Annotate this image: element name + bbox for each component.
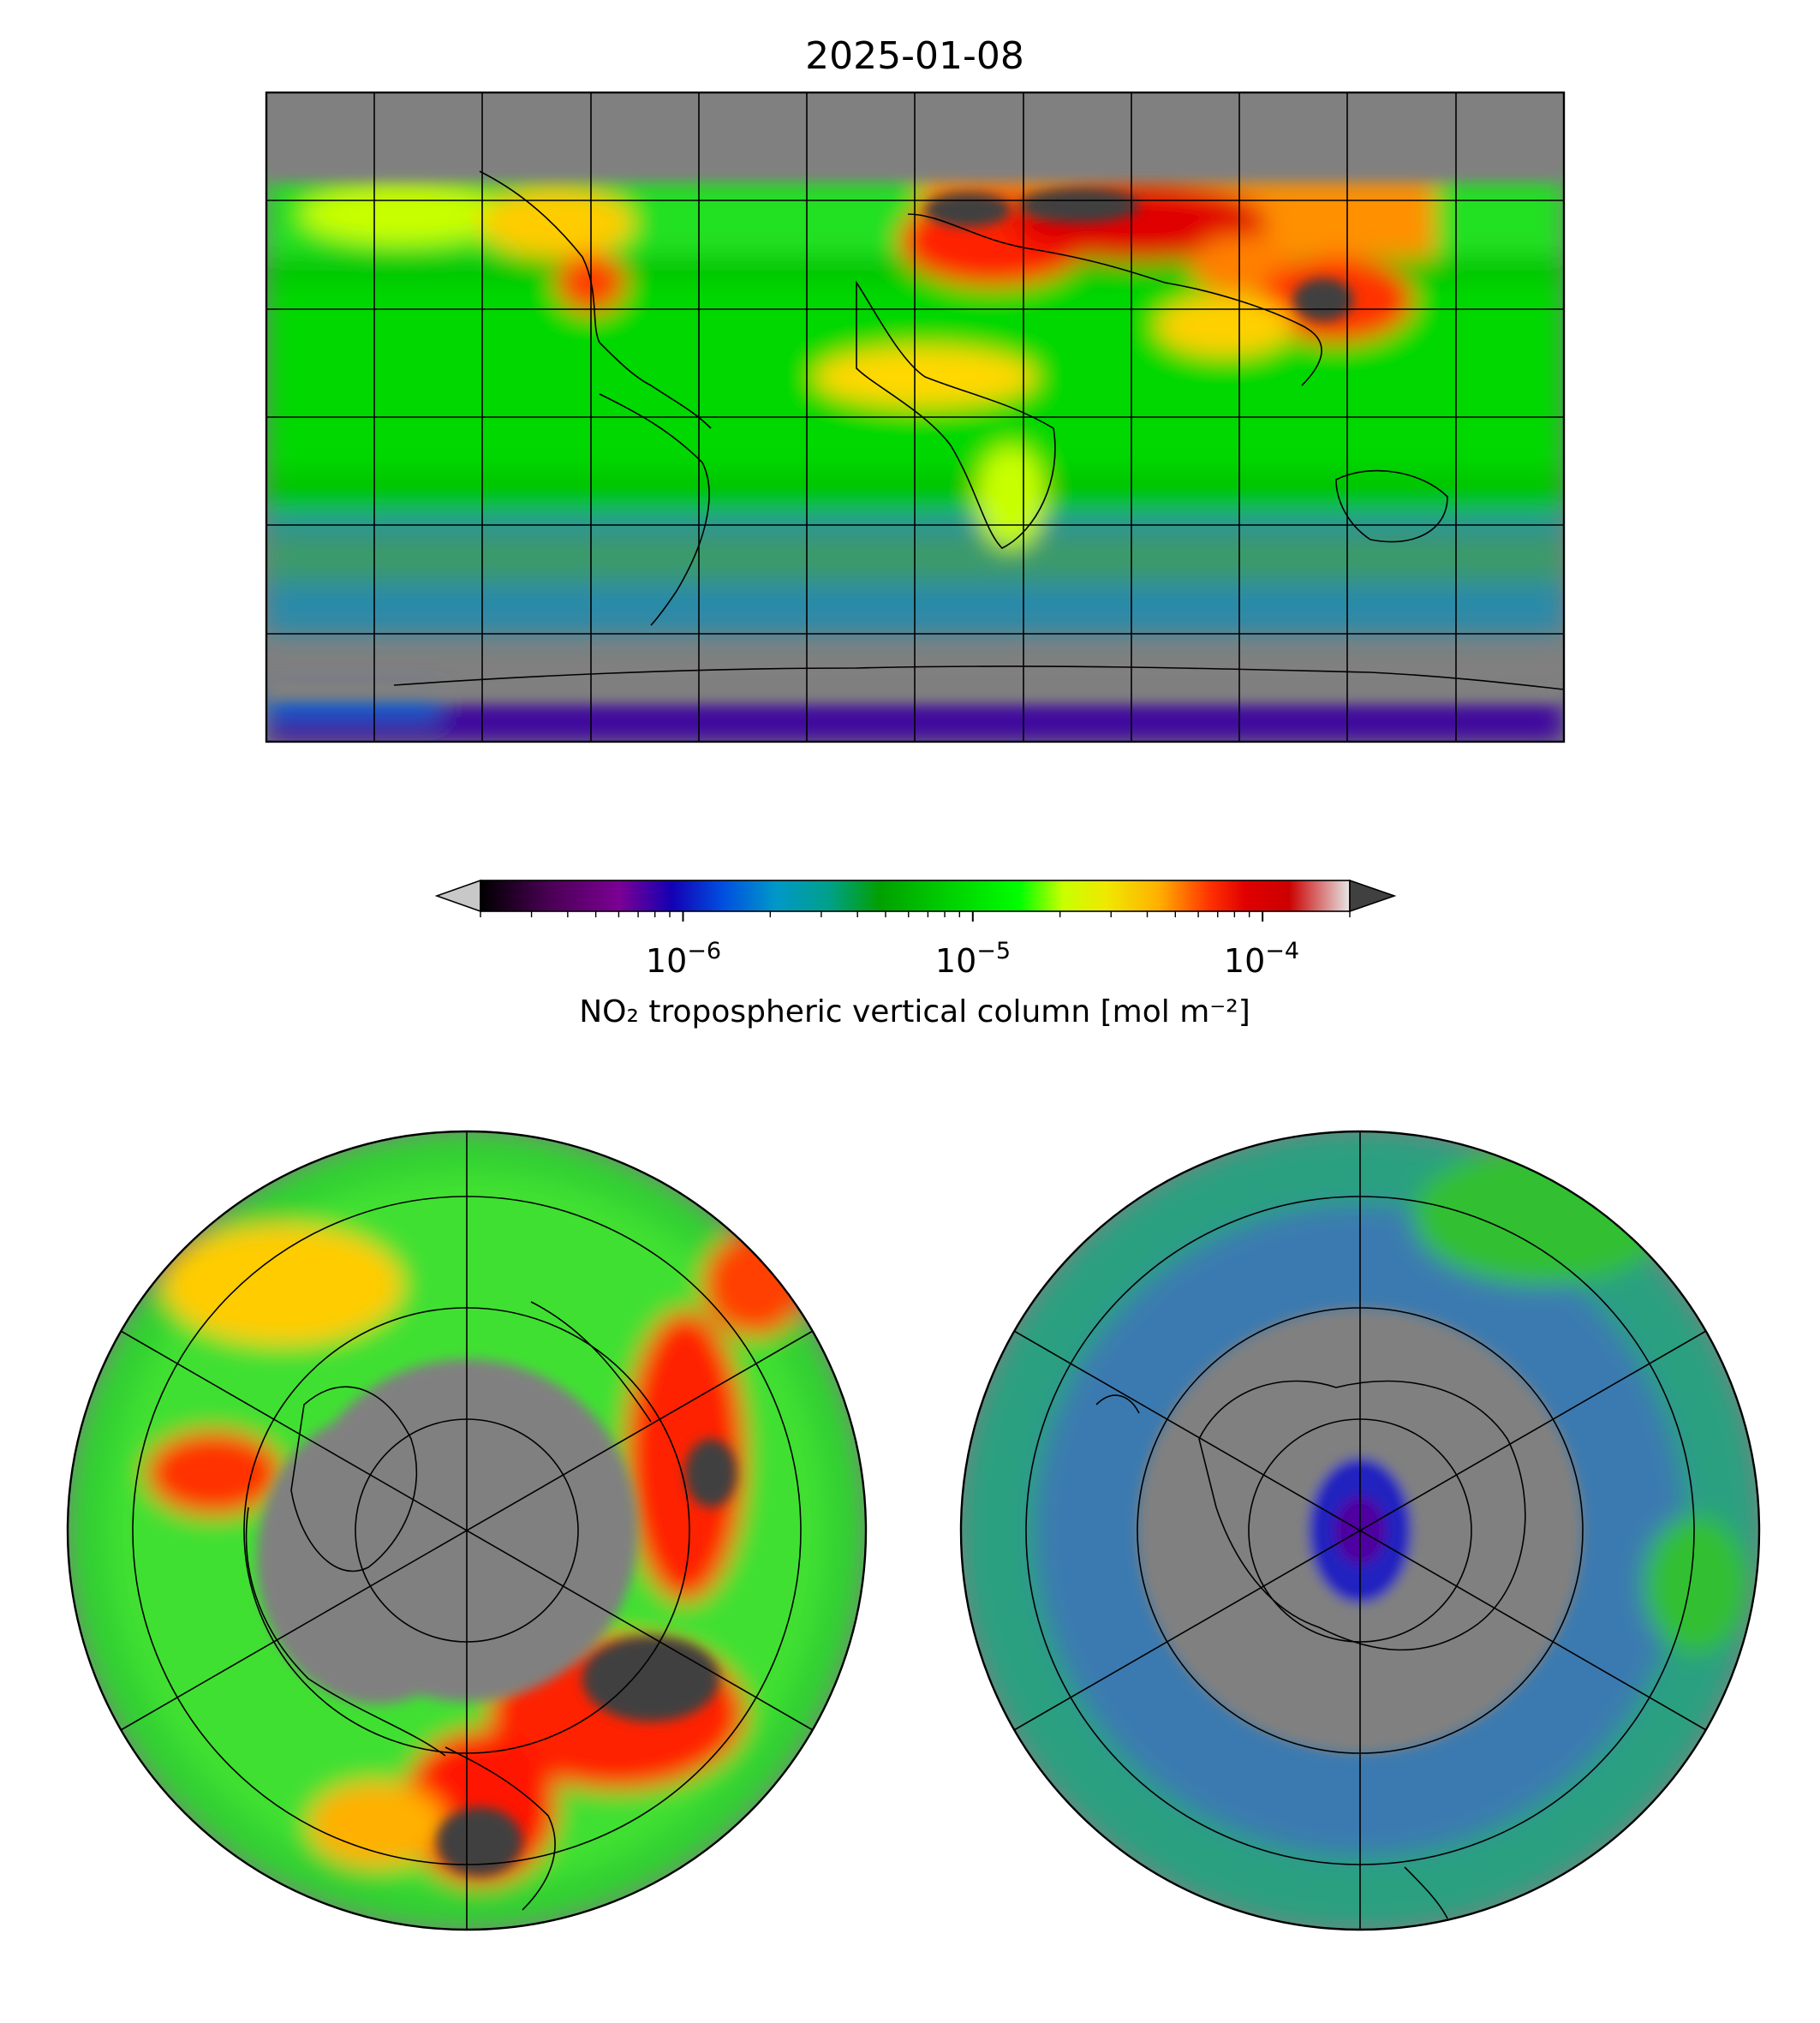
south-coastlines bbox=[1095, 1380, 1526, 1919]
north-polar-frame bbox=[66, 1130, 868, 1931]
global-gridlines bbox=[266, 92, 1564, 742]
north-polar-gridlines bbox=[120, 1131, 814, 1930]
colorbar-label: NO₂ tropospheric vertical column [mol m⁻… bbox=[579, 994, 1250, 1029]
south-polar-gridlines bbox=[1013, 1131, 1707, 1930]
global-map-frame bbox=[265, 91, 1566, 743]
colorbar-extend-high bbox=[1349, 879, 1397, 913]
south-polar-frame bbox=[959, 1130, 1761, 1931]
colorbar-tick-3: 10−4 bbox=[1224, 938, 1299, 980]
north-polar-map bbox=[66, 1130, 868, 1931]
colorbar-tick-1: 10−6 bbox=[646, 938, 721, 980]
colorbar-tick-2: 10−5 bbox=[935, 938, 1011, 980]
colorbar-extend-low bbox=[434, 879, 481, 913]
global-map bbox=[265, 91, 1566, 743]
south-polar-map bbox=[959, 1130, 1761, 1931]
colorbar: 10−6 10−5 10−4 NO₂ tropospheric vertical… bbox=[434, 879, 1397, 1029]
figure-title: 2025-01-08 bbox=[805, 34, 1024, 78]
global-coastlines bbox=[393, 170, 1564, 690]
colorbar-ticks bbox=[480, 911, 1351, 922]
north-coastlines bbox=[245, 1301, 652, 1911]
colorbar-gradient bbox=[480, 880, 1351, 912]
